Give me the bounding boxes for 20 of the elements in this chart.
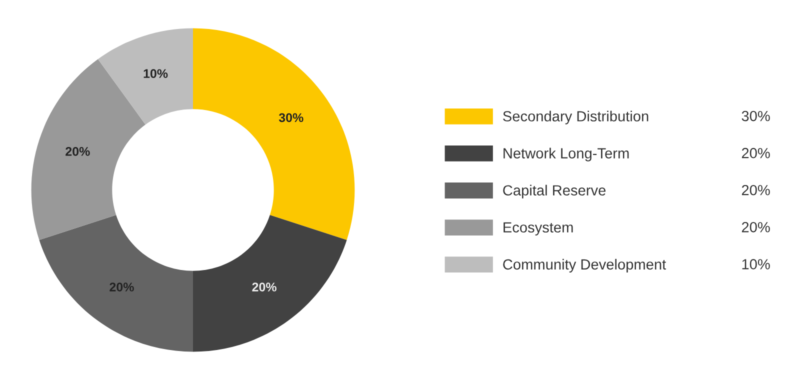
legend-label: Community Development (503, 258, 666, 272)
donut-slice (39, 214, 193, 352)
legend-label: Ecosystem (504, 222, 573, 236)
legend-label: Network Long-Term (504, 148, 629, 162)
text: 30% (742, 110, 770, 122)
text: 20% (742, 184, 770, 196)
legend-label: Capital Reserve (503, 184, 606, 198)
text: 10% (742, 259, 770, 270)
donut-slice (98, 28, 193, 125)
legend-label: Secondary Distribution (503, 110, 648, 124)
data-label: 20% (66, 147, 90, 156)
text: 20% (742, 222, 770, 232)
data-label: 20% (110, 282, 134, 292)
data-label: 20% (252, 282, 276, 292)
text: 20% (742, 148, 770, 158)
data-label: 30% (278, 113, 304, 122)
data-label: 10% (144, 69, 168, 78)
donut-slice (31, 59, 146, 240)
donut-slice (193, 214, 347, 352)
donut-slice (193, 28, 355, 240)
